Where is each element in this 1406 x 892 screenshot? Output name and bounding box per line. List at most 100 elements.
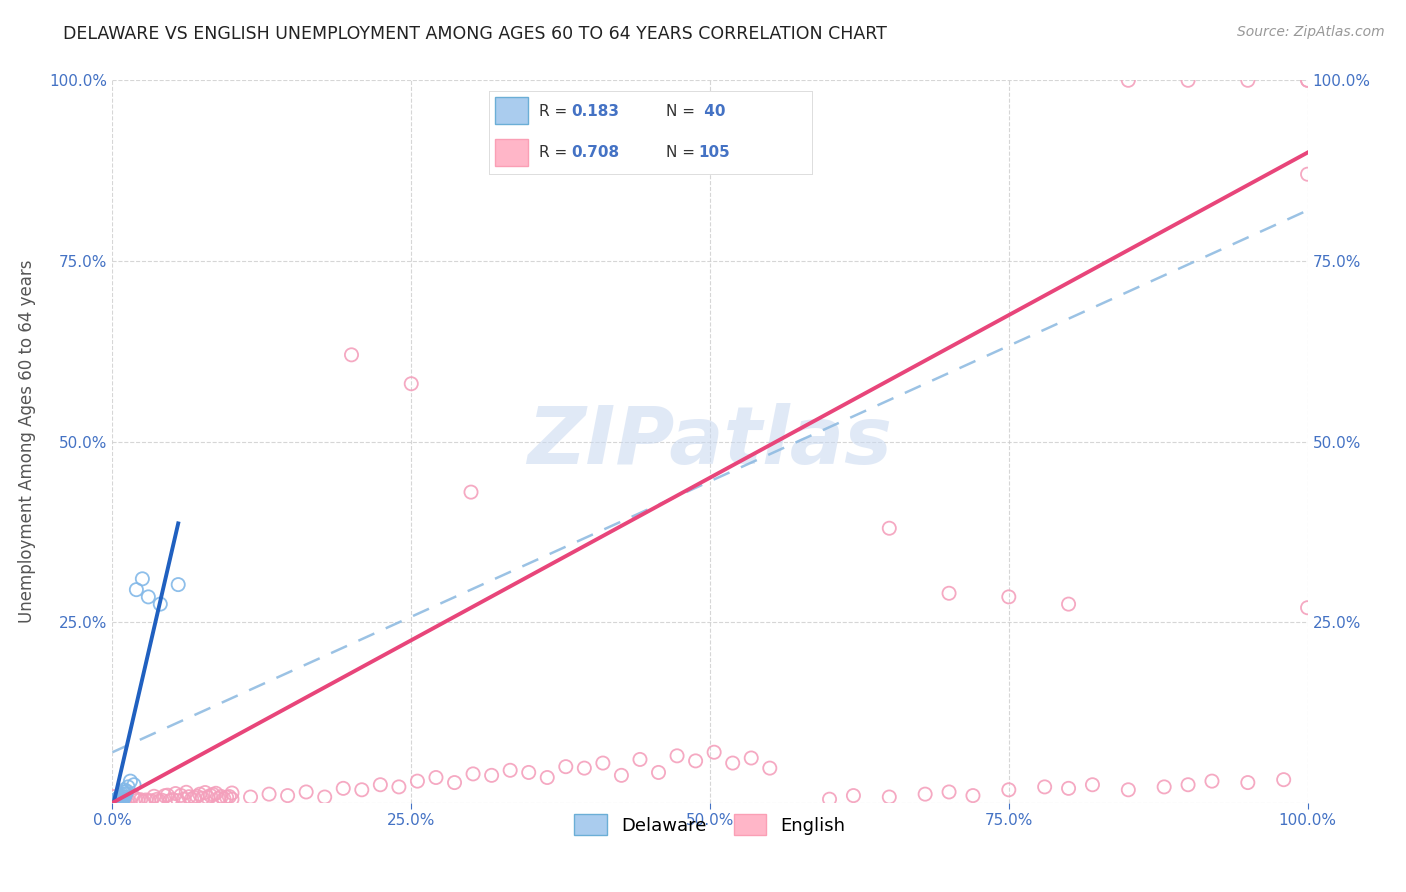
Point [499, 764, 522, 778]
Point [647, 765, 669, 780]
Point [170, 789, 193, 803]
Point [1057, 597, 1080, 611]
Point [115, 784, 138, 798]
Point [207, 791, 229, 805]
Point [406, 774, 429, 789]
Point [104, 795, 127, 809]
Point [1237, 775, 1260, 789]
Point [197, 790, 219, 805]
Point [104, 794, 127, 808]
Point [1153, 780, 1175, 794]
Point [370, 778, 392, 792]
Point [114, 792, 135, 806]
Point [162, 792, 184, 806]
Point [425, 771, 447, 785]
Point [124, 791, 146, 805]
Point [111, 794, 134, 808]
Point [114, 782, 135, 797]
Point [173, 792, 195, 806]
Point [165, 787, 187, 801]
Point [129, 793, 152, 807]
Point [1177, 778, 1199, 792]
Point [115, 795, 138, 809]
Point [105, 794, 128, 808]
Point [120, 774, 142, 789]
Point [1237, 73, 1260, 87]
Point [111, 787, 134, 801]
Point [174, 785, 197, 799]
Point [1272, 772, 1295, 787]
Point [108, 796, 131, 810]
Point [721, 756, 744, 770]
Y-axis label: Unemployment Among Ages 60 to 64 years: Unemployment Among Ages 60 to 64 years [18, 260, 35, 624]
Point [1081, 778, 1104, 792]
Text: ZIPatlas: ZIPatlas [527, 402, 893, 481]
Point [145, 792, 167, 806]
Point [108, 791, 131, 805]
Point [107, 792, 129, 806]
Point [110, 792, 132, 806]
Point [186, 789, 208, 804]
Point [167, 577, 190, 591]
Point [105, 794, 128, 808]
Point [112, 792, 135, 806]
Point [628, 752, 651, 766]
Point [114, 790, 135, 805]
Point [666, 748, 689, 763]
Point [153, 789, 176, 803]
Point [1057, 781, 1080, 796]
Point [202, 788, 225, 802]
Point [105, 795, 128, 809]
Point [1296, 600, 1319, 615]
Point [938, 785, 960, 799]
Point [103, 795, 125, 809]
Point [183, 790, 205, 805]
Point [122, 778, 145, 792]
Point [205, 786, 228, 800]
Point [159, 793, 181, 807]
Point [221, 786, 243, 800]
Point [167, 794, 190, 808]
Point [132, 794, 155, 808]
Point [443, 775, 465, 789]
Point [239, 790, 262, 805]
Point [759, 761, 782, 775]
Point [1296, 73, 1319, 87]
Point [150, 793, 173, 807]
Point [148, 794, 170, 808]
Point [156, 788, 179, 802]
Point [610, 768, 633, 782]
Point [401, 376, 423, 391]
Point [340, 348, 363, 362]
Text: Source: ZipAtlas.com: Source: ZipAtlas.com [1237, 25, 1385, 39]
Point [108, 793, 131, 807]
Point [188, 787, 211, 801]
Point [295, 785, 318, 799]
Point [350, 782, 373, 797]
Point [135, 793, 157, 807]
Point [938, 586, 960, 600]
Point [107, 795, 129, 809]
Point [125, 582, 148, 597]
Point [114, 787, 136, 801]
Point [818, 792, 841, 806]
Point [117, 780, 139, 794]
Point [1033, 780, 1056, 794]
Point [215, 790, 238, 805]
Point [110, 789, 132, 803]
Point [1118, 73, 1140, 87]
Point [879, 790, 901, 805]
Point [194, 786, 217, 800]
Point [107, 790, 129, 805]
Point [998, 782, 1021, 797]
Point [138, 794, 160, 808]
Point [111, 791, 134, 805]
Point [1201, 774, 1223, 789]
Point [110, 794, 132, 808]
Point [212, 791, 235, 805]
Point [277, 789, 299, 803]
Point [105, 794, 128, 808]
Point [177, 789, 200, 804]
Point [143, 789, 166, 804]
Point [1118, 782, 1140, 797]
